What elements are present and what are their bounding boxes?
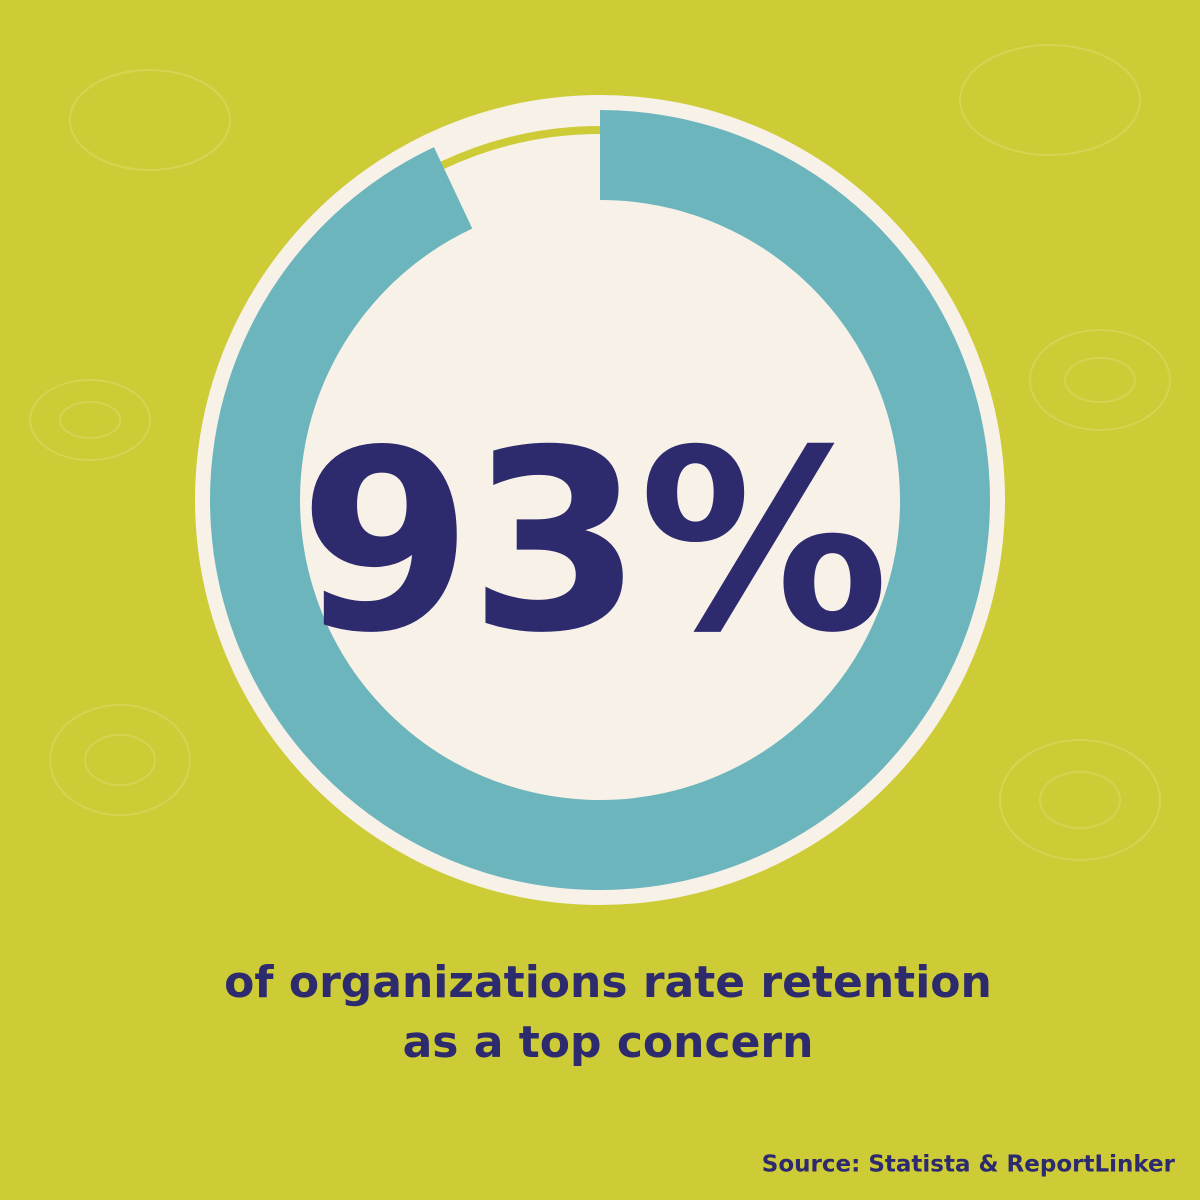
outer-circle bbox=[195, 95, 1005, 905]
source: Source: Statista & ReportLinker bbox=[762, 1152, 1176, 1178]
donut-arc bbox=[210, 110, 990, 890]
caption-line: as a top concern bbox=[403, 1017, 814, 1068]
caption-line: of organizations rate retention bbox=[224, 957, 992, 1008]
donut-chart bbox=[210, 110, 990, 890]
contour-pattern bbox=[29, 44, 1171, 861]
value-label: 93% bbox=[299, 396, 885, 687]
remainder-arc bbox=[440, 126, 601, 169]
